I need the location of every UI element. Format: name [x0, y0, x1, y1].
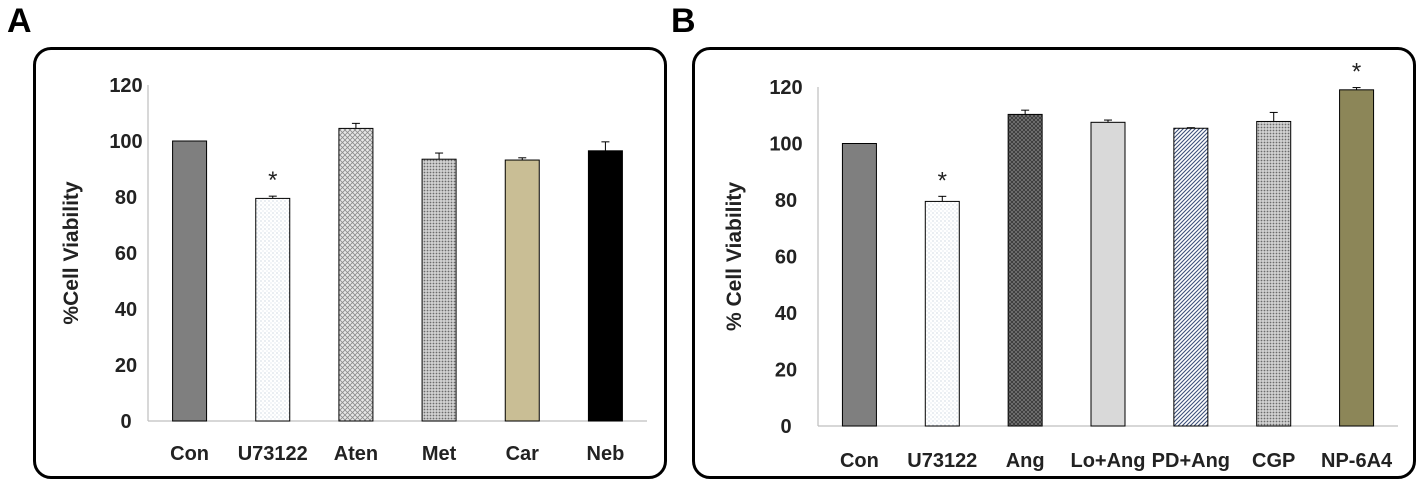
bar: [504, 159, 540, 422]
x-tick-label: Neb: [587, 443, 625, 465]
y-tick-label: 80: [115, 187, 137, 209]
panel-a-letter: A: [7, 2, 32, 40]
chart-a-plot: 0 20 40 60 80 100 120 %Cell Viability Con * U73122…: [60, 75, 647, 465]
bar: [924, 200, 960, 427]
x-tick-label: Con: [170, 443, 209, 465]
significance-marker: *: [268, 167, 277, 194]
y-tick-label: 40: [775, 303, 797, 325]
significance-marker: *: [1352, 59, 1361, 86]
bar: [1173, 127, 1209, 427]
y-tick-label: 100: [109, 131, 142, 153]
x-tick-label: U73122: [907, 450, 977, 472]
x-tick-label: PD+Ang: [1152, 450, 1230, 472]
x-tick-label: CGP: [1252, 450, 1295, 472]
y-tick-label: 80: [775, 190, 797, 212]
y-axis-title: %Cell Viability: [60, 181, 83, 324]
y-tick-label: 60: [775, 247, 797, 269]
panel-b-letter: B: [671, 2, 696, 40]
bar: [1339, 89, 1375, 427]
x-tick-label: Ang: [1006, 450, 1045, 472]
y-tick-label: 40: [115, 299, 137, 321]
chart-b-plot: 0 20 40 60 80 100 120 % Cell Viability Con * U7312…: [723, 59, 1398, 472]
y-tick-label: 20: [775, 360, 797, 382]
significance-marker: *: [938, 167, 947, 194]
x-tick-label: Aten: [334, 443, 378, 465]
y-tick-label: 20: [115, 355, 137, 377]
bar: [841, 143, 877, 427]
y-tick-label: 60: [115, 243, 137, 265]
bar: [172, 140, 208, 422]
y-tick-label: 100: [769, 134, 802, 156]
x-tick-label: Con: [840, 450, 879, 472]
bar: [1256, 120, 1292, 427]
bar: [421, 158, 457, 422]
y-tick-label: 0: [120, 411, 131, 433]
x-tick-label: Met: [422, 443, 457, 465]
bar: [255, 197, 291, 422]
x-tick-label: NP-6A4: [1321, 450, 1393, 472]
bar: [1090, 121, 1126, 427]
y-tick-label: 120: [769, 77, 802, 99]
x-tick-label: Lo+Ang: [1071, 450, 1146, 472]
panel-b-frame: [692, 47, 1416, 479]
y-axis-title: % Cell Viability: [723, 182, 746, 331]
x-tick-label: U73122: [238, 443, 308, 465]
bar: [587, 150, 623, 422]
bar: [1007, 113, 1043, 427]
y-tick-label: 120: [109, 75, 142, 97]
y-tick-label: 0: [780, 416, 791, 438]
x-tick-label: Car: [506, 443, 540, 465]
